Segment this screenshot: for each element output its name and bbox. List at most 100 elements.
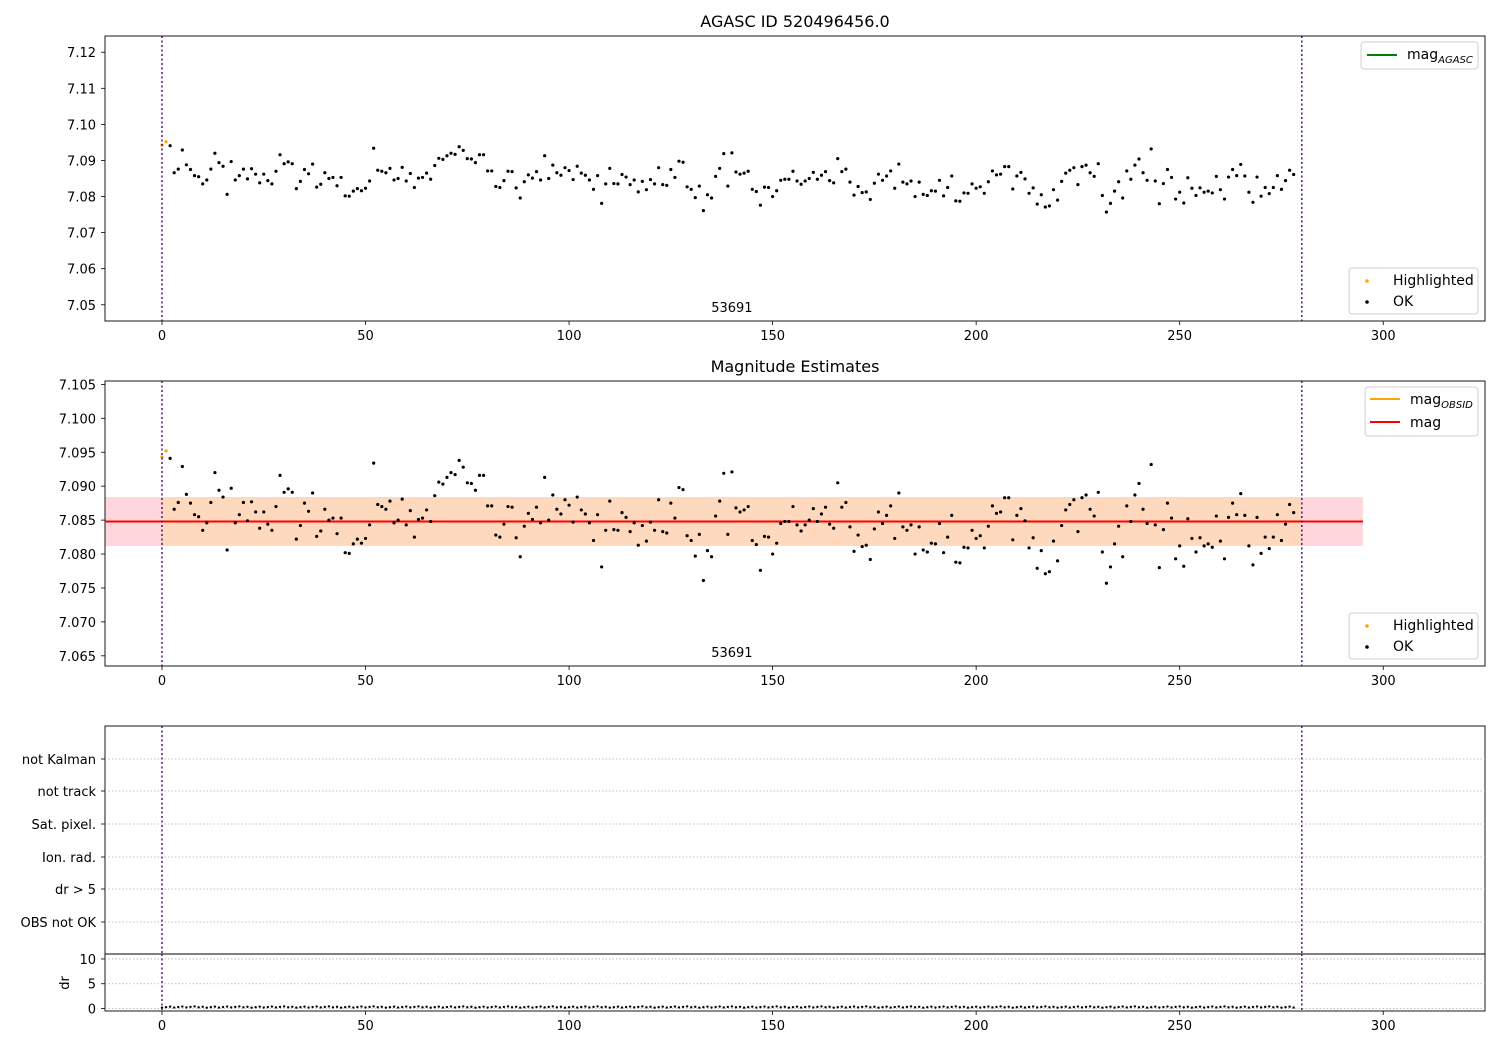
ok-point	[978, 534, 982, 538]
dr-point	[234, 1005, 237, 1009]
dr-point	[539, 1005, 542, 1008]
dr-point	[1219, 1005, 1222, 1009]
dr-point	[425, 1005, 428, 1008]
ok-point	[1003, 496, 1007, 500]
ok-point	[791, 504, 795, 509]
ok-point	[1174, 557, 1178, 561]
ok-point	[1039, 193, 1043, 197]
ok-point	[184, 163, 189, 167]
ok-point	[469, 157, 473, 161]
dr-point	[653, 1006, 656, 1009]
ok-point	[571, 520, 575, 524]
ok-point	[604, 528, 608, 532]
ok-point	[1092, 174, 1096, 178]
ok-point	[775, 541, 779, 545]
dr-point	[1154, 1005, 1157, 1008]
flag-label: not Kalman	[22, 753, 96, 768]
ok-point	[730, 151, 734, 155]
ok-point	[363, 186, 368, 190]
ok-point	[192, 174, 197, 178]
ok-point	[412, 185, 416, 190]
ok-point	[832, 526, 836, 530]
ok-point	[262, 510, 266, 514]
ok-point	[1226, 515, 1231, 519]
ok-point	[612, 528, 616, 532]
ok-point	[836, 481, 840, 485]
ok-point	[445, 154, 449, 158]
ok-point	[1259, 551, 1263, 555]
ok-point	[644, 188, 649, 192]
ok-point	[1161, 528, 1166, 532]
ok-point	[205, 178, 209, 182]
dr-point	[897, 1005, 901, 1008]
ok-point	[742, 171, 746, 175]
dr-point	[755, 1006, 758, 1009]
ok-point	[648, 177, 653, 182]
ok-point	[852, 193, 856, 197]
ok-point	[709, 196, 714, 200]
dr-point	[417, 1005, 420, 1008]
ok-point	[416, 176, 421, 180]
ok-point	[620, 511, 624, 515]
dr-point	[490, 1005, 493, 1009]
ok-point	[1043, 572, 1047, 576]
dr-point	[1231, 1005, 1234, 1008]
ok-point	[278, 473, 282, 477]
dr-point	[828, 1005, 831, 1008]
ok-point	[1121, 196, 1125, 200]
legend-lower-agasc: Highlighted OK	[1348, 267, 1479, 315]
dr-point	[584, 1005, 587, 1008]
ok-point	[628, 183, 632, 187]
ok-point	[661, 183, 665, 187]
ok-point	[750, 538, 754, 543]
ok-point	[1108, 201, 1113, 205]
ok-point	[547, 518, 551, 522]
ok-point	[1076, 183, 1080, 187]
dr-point	[437, 1005, 441, 1008]
ok-point	[1283, 179, 1288, 183]
ok-point	[1292, 172, 1296, 177]
dr-point	[681, 1005, 685, 1009]
x-tick-label: 250	[1167, 1019, 1192, 1034]
ok-point	[534, 505, 539, 509]
ok-point	[718, 166, 722, 170]
dr-point	[673, 1005, 677, 1008]
ok-point	[970, 182, 974, 186]
dr-point	[954, 1005, 957, 1008]
ok-point	[758, 568, 763, 572]
x-tick-label: 100	[557, 674, 582, 689]
ok-point	[1023, 519, 1027, 523]
ok-point	[351, 189, 355, 193]
ok-point	[657, 166, 661, 170]
ok-point	[1279, 187, 1284, 191]
ok-point	[1157, 202, 1161, 206]
ok-point	[396, 176, 400, 181]
ok-point	[954, 199, 958, 203]
dr-point	[1137, 1006, 1141, 1009]
y-tick-label: 7.11	[67, 82, 96, 97]
dr-point	[767, 1006, 770, 1009]
ok-point	[974, 536, 978, 541]
ok-point	[1231, 501, 1235, 505]
dr-point	[498, 1006, 502, 1009]
ok-point	[197, 175, 201, 179]
ok-point	[925, 193, 929, 198]
ok-point	[441, 482, 445, 486]
obsid-label: 53691	[711, 301, 752, 316]
ok-point	[889, 169, 893, 173]
dr-point	[922, 1006, 925, 1009]
dr-point	[201, 1005, 204, 1008]
ok-point	[1043, 205, 1047, 209]
ok-point	[876, 510, 881, 514]
ok-point	[477, 473, 482, 477]
y-tick-label: 7.06	[67, 263, 96, 278]
ok-point	[954, 560, 958, 564]
dr-point	[1031, 1005, 1035, 1008]
ok-point	[701, 578, 706, 583]
dr-point	[571, 1005, 575, 1008]
ok-point	[392, 521, 396, 525]
ok-point	[840, 505, 844, 509]
ok-point	[327, 518, 331, 522]
ok-point	[376, 502, 380, 507]
ok-point	[693, 554, 697, 558]
